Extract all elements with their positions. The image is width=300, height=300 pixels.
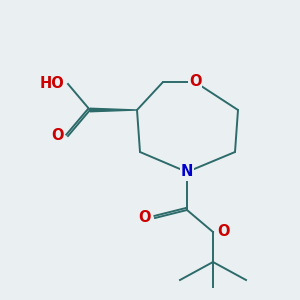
Text: N: N [181, 164, 193, 179]
Text: O: O [189, 74, 201, 89]
Text: O: O [217, 224, 230, 239]
Text: O: O [52, 128, 64, 143]
Text: O: O [139, 211, 151, 226]
Polygon shape [90, 108, 137, 112]
Text: HO: HO [39, 76, 64, 92]
